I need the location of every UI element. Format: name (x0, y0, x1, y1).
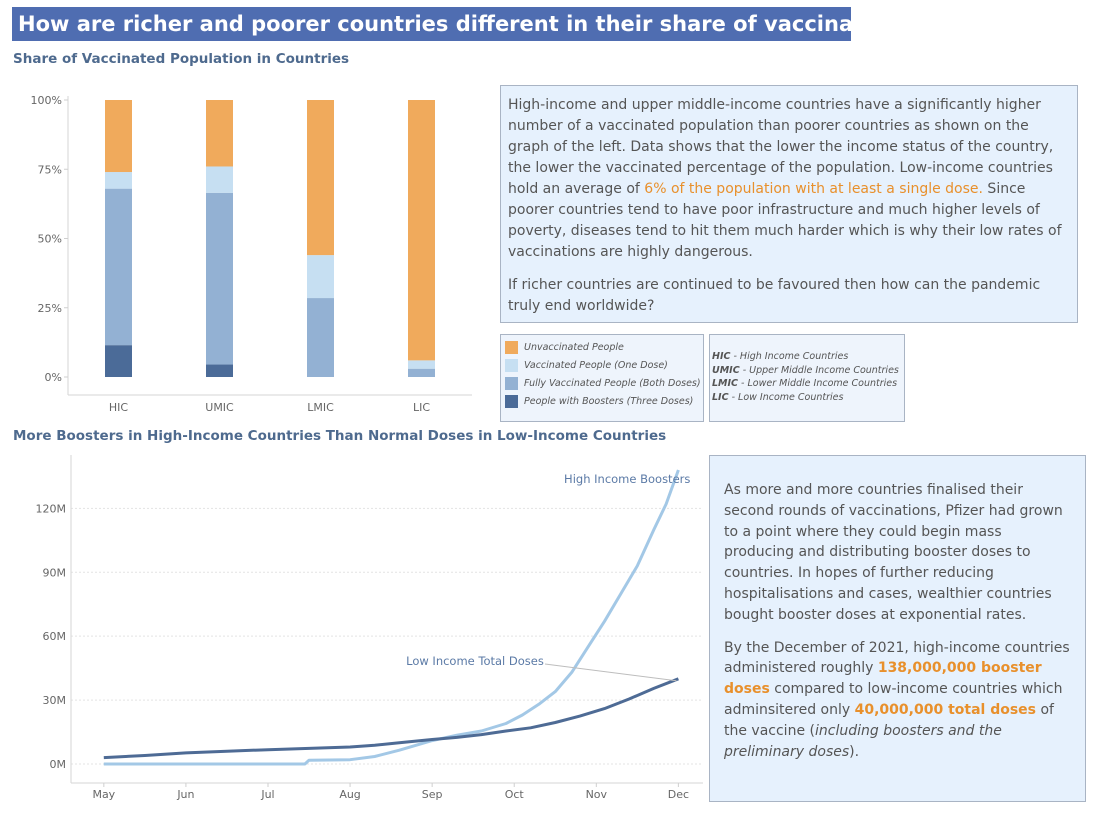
y-tick-label: 75% (38, 163, 62, 176)
x-tick-label: Sep (422, 788, 443, 801)
box1-paragraph-1: High-income and upper middle-income coun… (508, 95, 1069, 263)
bar-segment (307, 255, 334, 299)
y-tick-label: 90M (43, 566, 67, 579)
legend-swatch (505, 340, 518, 354)
abbr-item-lic: LIC - Low Income Countries (712, 391, 844, 403)
y-tick-label: 25% (38, 302, 62, 315)
page-title: How are richer and poorer countries diff… (12, 7, 851, 41)
boosters-textbox: As more and more countries finalised the… (709, 455, 1086, 802)
legend-item-boosters[interactable]: People with Boosters (Three Doses) (505, 392, 699, 410)
bar-segment (408, 100, 435, 361)
x-tick-label: Oct (505, 788, 525, 801)
y-tick-label: 0% (45, 371, 62, 384)
legend-item-one-dose[interactable]: Vaccinated People (One Dose) (505, 356, 699, 374)
box2-highlight-total: 40,000,000 total doses (854, 701, 1036, 718)
bar-segment (206, 364, 233, 377)
bar-segment (206, 192, 233, 365)
x-tick-label: HIC (109, 401, 129, 414)
abbreviation-key: HIC - High Income Countries UMIC - Upper… (709, 334, 905, 422)
vaccination-share-textbox: High-income and upper middle-income coun… (500, 85, 1078, 323)
y-tick-label: 60M (43, 630, 67, 643)
y-tick-label: 100% (31, 94, 62, 107)
vaccination-share-bar-chart: 0% 25% 50% 75% 100% HIC UMIC LMIC LIC (31, 94, 472, 414)
line-chart-title: More Boosters in High-Income Countries T… (13, 428, 667, 444)
x-tick-label: LMIC (307, 401, 334, 414)
low-income-total-doses-line (103, 677, 679, 760)
box1-text-a: High-income and upper middle-income coun… (508, 97, 1054, 197)
bar-segment (206, 100, 233, 167)
x-tick-label: Jul (260, 788, 274, 801)
x-tick-label: May (92, 788, 115, 801)
bar-segment (206, 166, 233, 193)
annotation-high-income: High Income Boosters (564, 472, 690, 486)
abbr-item-hic: HIC - High Income Countries (712, 351, 849, 362)
y-tick-label: 0M (50, 758, 67, 771)
box1-highlight: 6% of the population with at least a sin… (644, 181, 983, 197)
x-tick-label: Nov (586, 788, 608, 801)
abbr-item-lmic: LMIC - Lower Middle Income Countries (712, 378, 898, 389)
legend-item-fully-vaccinated[interactable]: Fully Vaccinated People (Both Doses) (505, 374, 701, 392)
x-tick-label: Dec (668, 788, 689, 801)
bar-segment (307, 298, 334, 377)
legend-swatch (505, 394, 518, 408)
box1-text-b: Since poorer countries tend to have poor… (508, 181, 1062, 260)
box2-paragraph-2: By the December of 2021, high-income cou… (724, 639, 1070, 760)
bar-chart-legend: Unvaccinated People Vaccinated People (O… (500, 334, 704, 422)
y-tick-label: 30M (43, 694, 67, 707)
box2-highlight-boosters: 138,000,000 booster doses (724, 660, 1042, 698)
y-tick-label: 50% (38, 233, 62, 246)
box2-paragraph-1: As more and more countries finalised the… (724, 482, 1063, 623)
bar-segment (408, 360, 435, 369)
legend-label: Vaccinated People (One Dose) (524, 359, 668, 371)
legend-swatch (505, 376, 518, 390)
legend-label: People with Boosters (Three Doses) (524, 395, 694, 407)
x-tick-label: Aug (339, 788, 360, 801)
boosters-line-chart: 0M 30M 60M 90M 120M May Jun Jul Aug Sep Oct Nov Dec H… (36, 455, 703, 801)
bar-segment (105, 172, 132, 189)
x-tick-label: UMIC (205, 401, 234, 414)
x-tick-label: Jun (176, 788, 194, 801)
box1-paragraph-2: If richer countries are continued to be … (508, 277, 1041, 314)
annotation-leader-line (544, 663, 677, 682)
abbr-item-umic: UMIC - Upper Middle Income Countries (712, 364, 899, 376)
legend-swatch (505, 358, 518, 372)
bar-segment (105, 345, 132, 377)
bar-segment (307, 100, 334, 256)
bar-segment (105, 188, 132, 346)
legend-label: Fully Vaccinated People (Both Doses) (524, 377, 701, 389)
bar-segment (408, 368, 435, 377)
y-tick-label: 120M (36, 502, 67, 515)
annotation-low-income: Low Income Total Doses (406, 654, 544, 668)
bar-chart-title: Share of Vaccinated Population in Countr… (13, 51, 350, 67)
legend-item-unvaccinated[interactable]: Unvaccinated People (505, 338, 699, 356)
x-tick-label: LIC (413, 401, 430, 414)
legend-label: Unvaccinated People (524, 341, 624, 353)
high-income-boosters-line (103, 469, 680, 766)
bar-segment (105, 100, 132, 173)
